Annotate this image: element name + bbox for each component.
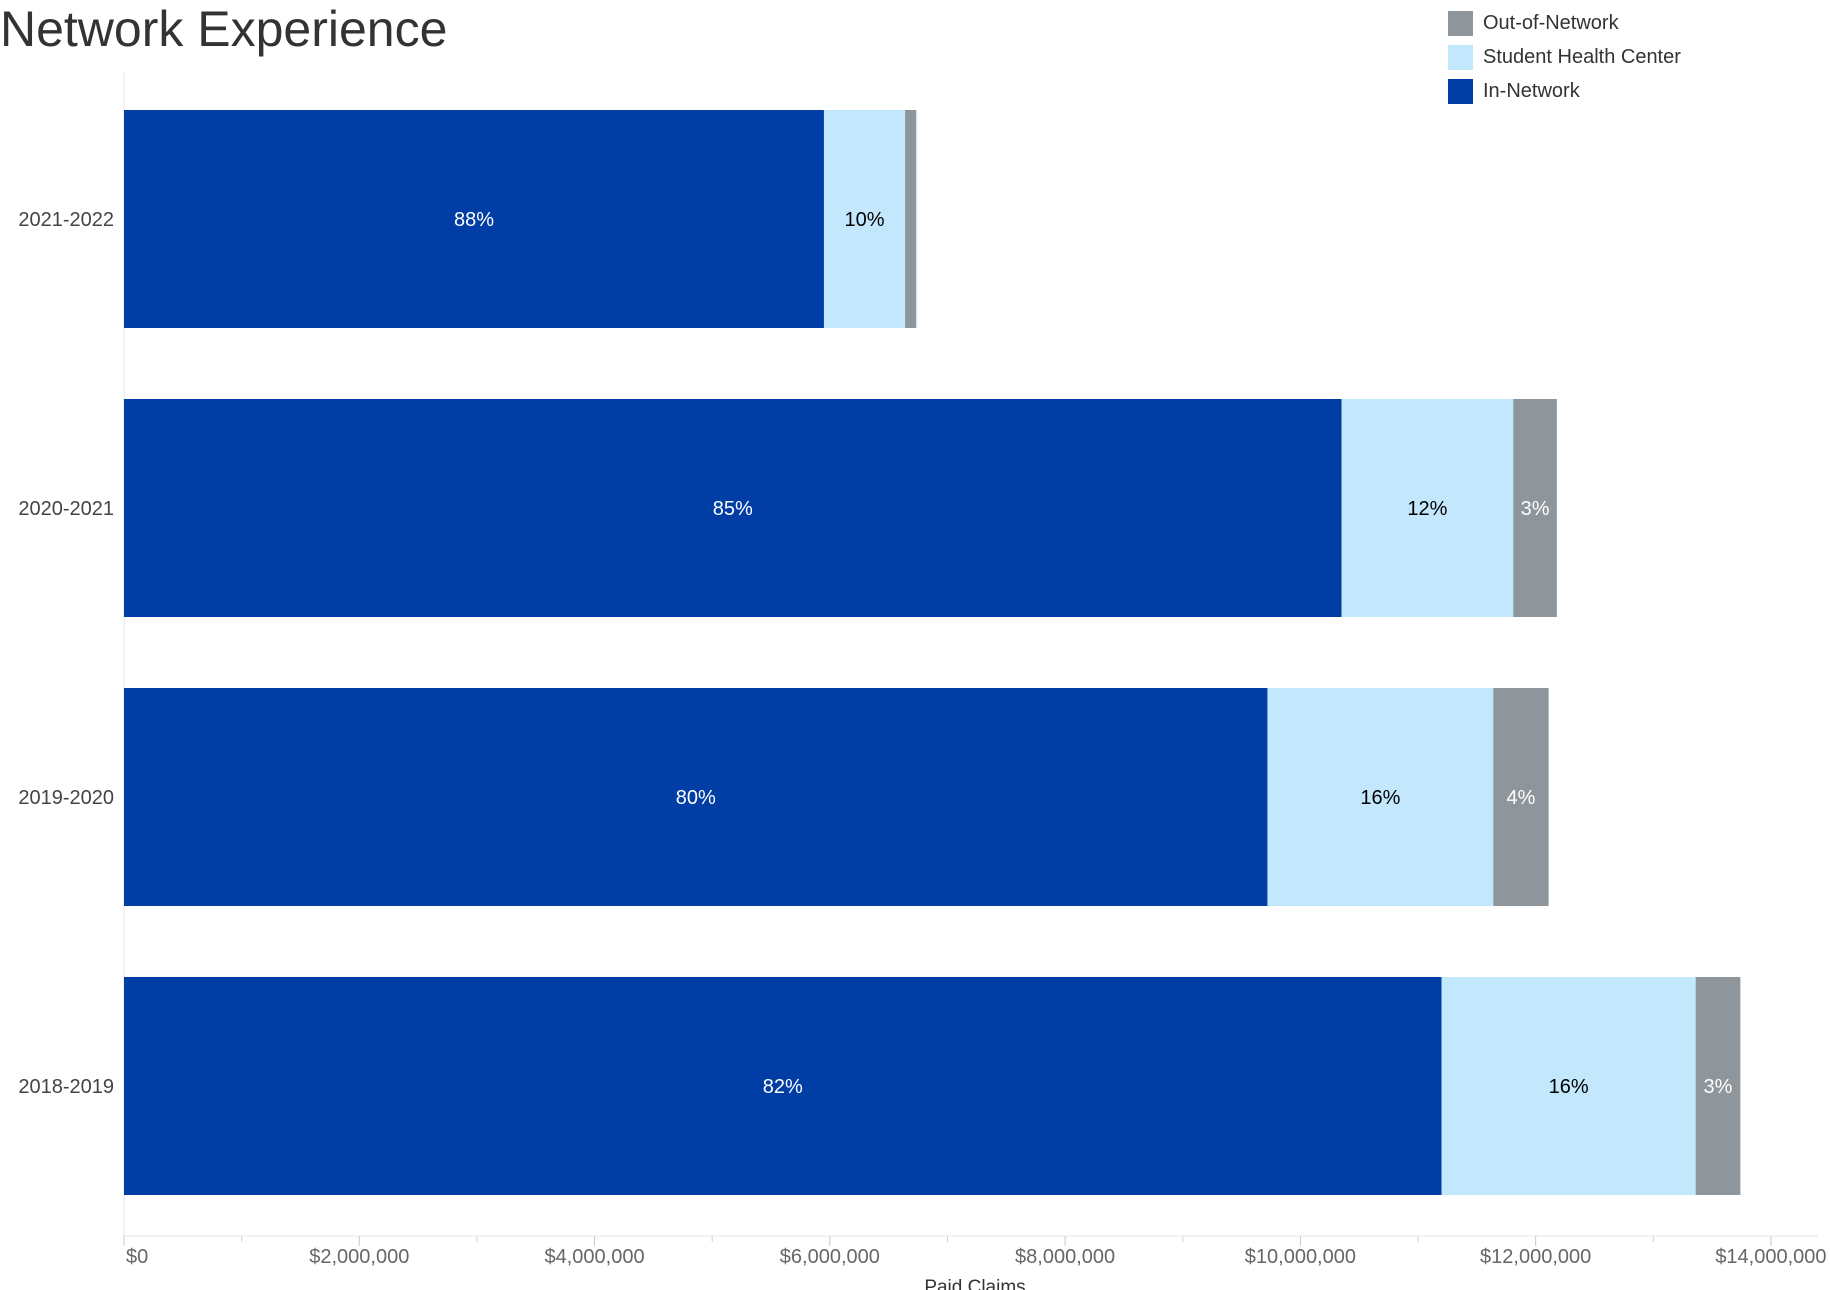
x-axis-tick-label: $12,000,000 <box>1480 1246 1591 1268</box>
legend-label-student-health-center: Student Health Center <box>1483 45 1681 68</box>
bar-data-label: 10% <box>845 209 885 231</box>
y-axis-category-label: 2021-2022 <box>18 209 114 231</box>
x-axis-tick-label: $8,000,000 <box>1015 1246 1115 1268</box>
legend-swatch-student-health-center <box>1448 44 1473 70</box>
legend-label-in-network: In-Network <box>1483 79 1580 102</box>
bar-data-label: 16% <box>1360 787 1400 809</box>
bar-segment-out-of-network <box>1513 399 1557 617</box>
bar-data-label: 12% <box>1407 498 1447 520</box>
bar-data-label: 4% <box>1507 787 1536 809</box>
bar-segment-out-of-network <box>1695 977 1741 1195</box>
plot-area: $0 $2,000,000 $4,000,000 $6,000,000 $8,000,0… <box>18 72 1827 1268</box>
chart-title: Network Experience <box>0 1 448 57</box>
bar-segment-student-health-center <box>1267 688 1494 906</box>
y-axis-category-label: 2019-2020 <box>18 787 114 809</box>
x-axis-tick-label: $4,000,000 <box>545 1246 645 1268</box>
legend: Out-of-Network Student Health Center In-… <box>1448 6 1681 108</box>
bar-data-label: 82% <box>763 1076 803 1098</box>
bar-segment-in-network <box>124 399 1342 617</box>
bar-data-label: 16% <box>1549 1076 1589 1098</box>
legend-label-out-of-network: Out-of-Network <box>1483 11 1619 34</box>
legend-swatch-out-of-network <box>1448 10 1473 36</box>
legend-swatch-in-network <box>1448 78 1473 104</box>
bar-segment-out-of-network <box>905 110 917 328</box>
bar-segment-in-network <box>124 688 1268 906</box>
x-axis-tick-label: $6,000,000 <box>780 1246 880 1268</box>
bar-data-label: 88% <box>454 209 494 231</box>
bar-segment-out-of-network <box>1493 688 1549 906</box>
bar-data-label: 80% <box>676 787 716 809</box>
bar-data-label: 85% <box>713 498 753 520</box>
bar-segment-student-health-center <box>823 110 906 328</box>
x-axis-tick-label: $14,000,000 <box>1715 1246 1826 1268</box>
y-axis-category-label: 2020-2021 <box>18 498 114 520</box>
bar-segment-in-network <box>124 110 824 328</box>
x-axis-tick-label: $0 <box>126 1246 148 1268</box>
legend-item-out-of-network: Out-of-Network <box>1448 6 1681 40</box>
legend-item-student-health-center: Student Health Center <box>1448 40 1681 74</box>
x-axis-tick-label: $10,000,000 <box>1245 1246 1356 1268</box>
x-axis-tick-label: $2,000,000 <box>309 1246 409 1268</box>
bar-segment-in-network <box>124 977 1442 1195</box>
bar-data-label: 3% <box>1704 1076 1733 1098</box>
bar-segment-student-health-center <box>1341 399 1514 617</box>
bar-data-label: 3% <box>1521 498 1550 520</box>
bar-segment-student-health-center <box>1441 977 1696 1195</box>
y-axis-category-label: 2018-2019 <box>18 1076 114 1098</box>
x-axis-label: Paid Claims <box>924 1277 1025 1290</box>
legend-item-in-network: In-Network <box>1448 74 1681 108</box>
